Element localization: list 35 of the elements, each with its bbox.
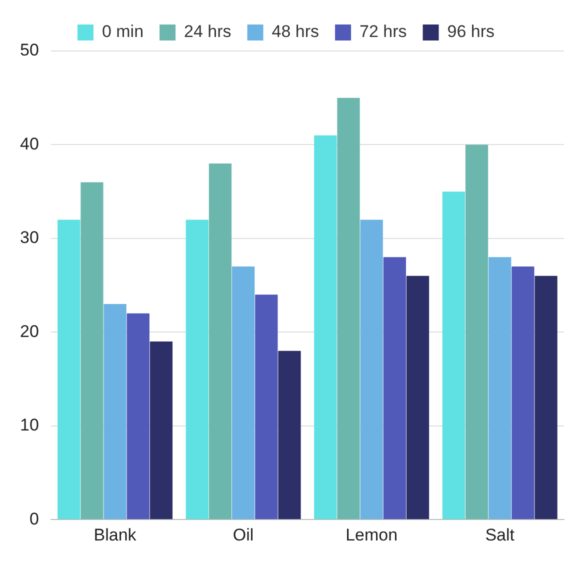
bar bbox=[58, 220, 80, 520]
y-tick-label: 40 bbox=[20, 134, 39, 154]
y-tick-label: 50 bbox=[20, 40, 39, 60]
bar bbox=[337, 98, 360, 520]
x-tick-label: Salt bbox=[485, 525, 515, 544]
y-tick-label: 0 bbox=[29, 509, 39, 528]
bar bbox=[442, 192, 465, 520]
y-tick-label: 20 bbox=[20, 322, 39, 341]
bar bbox=[534, 276, 558, 520]
bar bbox=[208, 163, 232, 520]
bar bbox=[126, 313, 150, 520]
bar bbox=[255, 294, 278, 520]
x-tick-label: Blank bbox=[94, 525, 137, 544]
bar bbox=[465, 144, 488, 520]
legend-label: 0 min bbox=[102, 22, 144, 42]
legend-label: 24 hrs bbox=[184, 22, 232, 42]
bar bbox=[488, 257, 512, 520]
legend-label: 72 hrs bbox=[360, 22, 407, 42]
bar bbox=[80, 182, 104, 520]
legend-label: 96 hrs bbox=[447, 22, 495, 42]
y-tick-label: 10 bbox=[20, 416, 39, 435]
legend-label: 48 hrs bbox=[272, 22, 320, 42]
x-tick-label: Oil bbox=[232, 525, 254, 544]
bar bbox=[360, 220, 383, 520]
bar bbox=[186, 220, 208, 520]
bar bbox=[406, 276, 430, 520]
x-tick-label: Lemon bbox=[346, 525, 398, 544]
bar bbox=[383, 257, 406, 520]
bar bbox=[278, 350, 301, 520]
bar bbox=[314, 135, 337, 520]
bar bbox=[232, 266, 255, 520]
bar bbox=[150, 342, 173, 520]
y-tick-label: 30 bbox=[20, 228, 39, 248]
bar bbox=[104, 304, 126, 520]
bar bbox=[512, 266, 534, 520]
